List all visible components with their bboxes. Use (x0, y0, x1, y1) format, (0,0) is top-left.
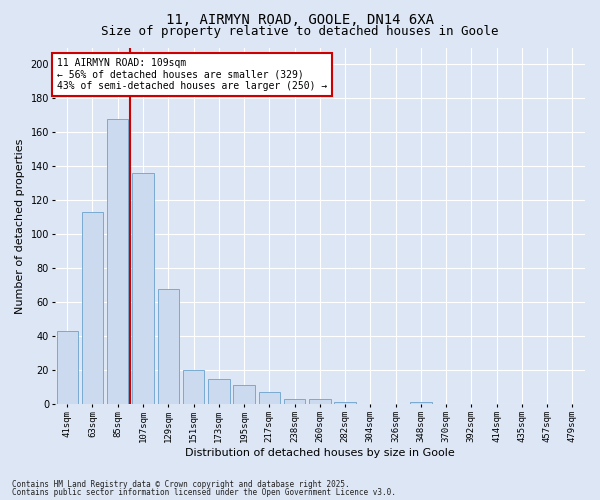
Bar (56, 331, 78, 404)
X-axis label: Distribution of detached houses by size in Goole: Distribution of detached houses by size … (185, 448, 455, 458)
Bar (334, 402, 356, 404)
Bar (82, 212, 103, 404)
Text: Contains public sector information licensed under the Open Government Licence v3: Contains public sector information licen… (12, 488, 396, 497)
Text: 11 AIRMYN ROAD: 109sqm
← 56% of detached houses are smaller (329)
43% of semi-de: 11 AIRMYN ROAD: 109sqm ← 56% of detached… (57, 58, 328, 92)
Text: Size of property relative to detached houses in Goole: Size of property relative to detached ho… (101, 25, 499, 38)
Bar (233, 386, 255, 404)
Y-axis label: Number of detached properties: Number of detached properties (15, 138, 25, 314)
Bar (158, 288, 179, 404)
Bar (132, 173, 154, 404)
Text: 11, AIRMYN ROAD, GOOLE, DN14 6XA: 11, AIRMYN ROAD, GOOLE, DN14 6XA (166, 12, 434, 26)
Bar (208, 378, 230, 404)
Bar (309, 399, 331, 404)
Bar (410, 402, 431, 404)
Bar (284, 399, 305, 404)
Bar (107, 119, 128, 404)
Bar (259, 392, 280, 404)
Text: Contains HM Land Registry data © Crown copyright and database right 2025.: Contains HM Land Registry data © Crown c… (12, 480, 350, 489)
Bar (183, 370, 204, 404)
